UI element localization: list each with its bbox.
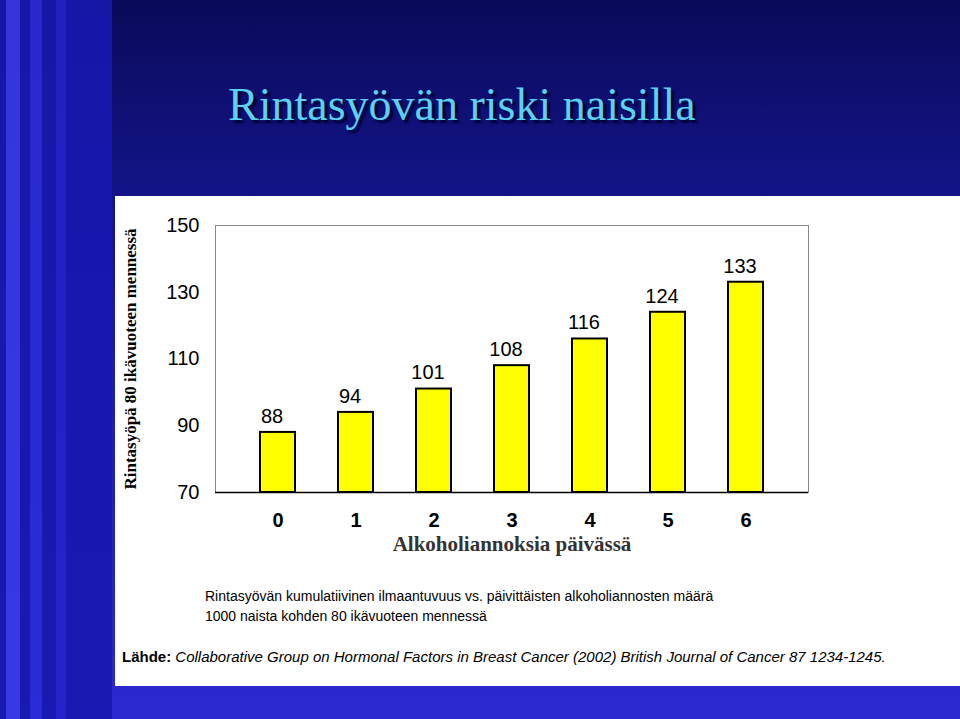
svg-text:2: 2 <box>428 509 439 531</box>
svg-text:0: 0 <box>272 509 283 531</box>
svg-text:6: 6 <box>740 509 751 531</box>
svg-text:130: 130 <box>166 281 199 303</box>
html-text:Lähde: Collaborative Group on: Lähde: Collaborative Group on Hormonal F… <box>122 648 886 665</box>
svg-text:88: 88 <box>261 405 283 427</box>
svg-text:90: 90 <box>177 414 199 436</box>
svg-text:1: 1 <box>350 509 361 531</box>
svg-text:116: 116 <box>568 311 600 333</box>
html-text:Rintasyövän kumulatiivinen ilm: Rintasyövän kumulatiivinen ilmaantuvuus … <box>205 588 714 604</box>
svg-text:133: 133 <box>723 255 756 277</box>
svg-text:4: 4 <box>584 509 596 531</box>
svg-text:70: 70 <box>177 481 199 503</box>
svg-text:Rintasyöpä 80 ikävuoteen menne: Rintasyöpä 80 ikävuoteen mennessä <box>121 228 140 490</box>
svg-text:108: 108 <box>489 338 522 360</box>
svg-text:3: 3 <box>506 509 517 531</box>
svg-text:101: 101 <box>411 361 444 383</box>
html-text:1000 naista kohden 80 ikävuote: 1000 naista kohden 80 ikävuoteen menness… <box>205 608 487 624</box>
html-text:Rintasyövän riski naisilla: Rintasyövän riski naisilla <box>228 79 696 130</box>
svg-text:94: 94 <box>339 385 361 407</box>
svg-text:150: 150 <box>166 214 199 236</box>
svg-text:5: 5 <box>662 509 673 531</box>
svg-text:Alkoholiannoksia päivässä: Alkoholiannoksia päivässä <box>393 532 632 556</box>
svg-text:124: 124 <box>645 285 678 307</box>
svg-text:110: 110 <box>168 347 200 369</box>
